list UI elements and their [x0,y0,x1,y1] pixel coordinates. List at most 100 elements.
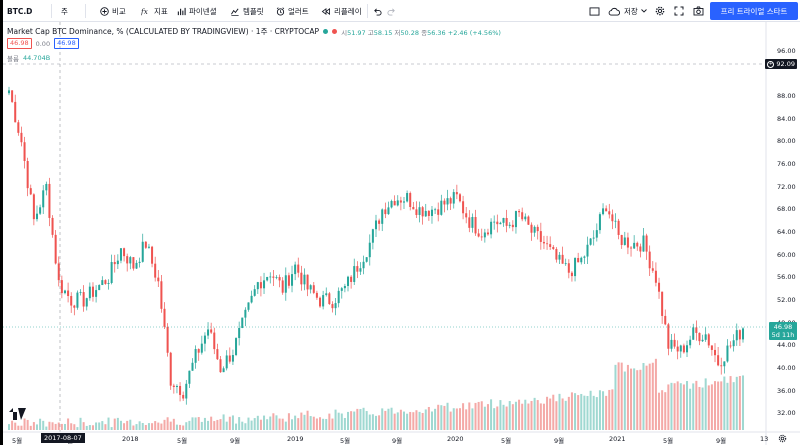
candle-body [328,293,331,305]
candle-body [228,355,231,362]
price-chart[interactable] [3,22,800,445]
compare-button[interactable]: 비교 [100,4,126,18]
candle-body [589,238,592,245]
volume-bar [294,415,297,430]
volume-bar [132,425,135,430]
volume-bar [595,397,598,430]
volume-bar [356,408,359,430]
volume-bar [141,422,144,430]
candle-body [79,292,82,293]
plus-circle-icon[interactable]: + [767,60,775,68]
save-label: 저장 [624,6,638,16]
volume-bar [14,422,17,430]
volume-bar [527,403,530,430]
volume-bar [300,412,303,430]
candle-body [667,324,670,349]
volume-bar [602,391,605,430]
candle-body [577,257,580,263]
candle-body [633,242,636,249]
volume-bar [144,424,147,430]
candle-body [160,281,163,309]
volume-bar [713,381,717,430]
time-tick-label: 5월 [340,437,351,445]
volume-bar [231,415,234,430]
volume-bar [291,419,294,430]
financials-button[interactable]: 파이넨셜 [177,4,217,18]
price-tick-label: 76.00 [777,159,796,168]
last-price-tag: 46.98 5d 11h [769,322,797,340]
candle-body [440,200,443,215]
volume-bar [707,385,710,430]
redo-button[interactable] [387,4,396,18]
free-trial-button[interactable]: 프리 트라이얼 스타트 [710,2,798,20]
volume-bar [275,415,278,430]
candle-body [346,276,350,286]
tradingview-logo[interactable] [9,408,26,420]
undo-button[interactable] [373,4,382,18]
candle-body [455,192,458,195]
candle-body [651,268,654,271]
volume-bar [95,422,98,430]
chart-area[interactable]: Market Cap BTC Dominance, % (CALCULATED … [3,22,800,445]
volume-bar [434,408,437,430]
candle-body [505,218,508,226]
candle-body [586,244,589,257]
settings-button[interactable] [655,4,665,18]
gear-icon [778,434,787,443]
candle-body [446,198,449,205]
symbol-search[interactable]: BTC.D [7,4,32,18]
candle-body [539,231,542,242]
layout-button[interactable] [589,4,600,18]
indicators-button[interactable]: fx 지표 [141,4,168,18]
volume-bar [104,424,107,430]
volume-bar [586,395,589,430]
candle-body [17,122,20,133]
candle-body [35,213,39,220]
volume-bar [546,396,549,430]
candle-body [241,317,244,328]
save-button[interactable]: 저장 [608,4,647,18]
candle-body [281,280,284,293]
redo-icon [387,7,395,16]
volume-bar [455,408,458,430]
financials-label: 파이넨셜 [189,6,217,16]
volume-bar [123,423,126,430]
volume-bar [530,400,533,430]
candle-body [67,290,70,297]
replay-button[interactable]: 리플레이 [321,4,362,18]
candle-body [443,200,446,205]
time-tick-label: 2020 [447,435,464,443]
volume-bars [7,358,745,430]
templates-label: 템플릿 [243,6,264,16]
snapshot-button[interactable] [693,4,704,18]
candle-body [126,256,129,264]
candle-body [154,263,157,278]
candle-body [692,327,695,340]
volume-bar [496,406,499,430]
candle-body [200,343,203,353]
candle-body [39,207,42,214]
volume-bar [735,376,738,430]
volume-bar [269,416,272,430]
candle-body [682,345,685,353]
fullscreen-button[interactable] [674,4,684,18]
candle-body [45,183,48,191]
candle-body [194,349,197,363]
bid-box[interactable]: 46.98 [7,38,32,49]
templates-button[interactable]: 템플릿 [230,4,264,18]
candle-body [98,285,101,291]
candle-body [427,210,430,216]
candle-body [620,234,623,245]
volume-bar [207,420,210,430]
candle-body [630,247,633,249]
volume-bar [514,401,517,430]
volume-bar [219,419,222,430]
candle-body [592,237,595,239]
alert-button[interactable]: 얼러트 [276,4,309,18]
settings-button[interactable] [778,434,787,445]
time-tick-label: 9월 [230,437,241,445]
interval-button[interactable]: 주 [61,4,68,18]
candle-body [51,217,54,235]
volume-bar [353,411,356,430]
ask-box[interactable]: 46.98 [54,38,79,49]
